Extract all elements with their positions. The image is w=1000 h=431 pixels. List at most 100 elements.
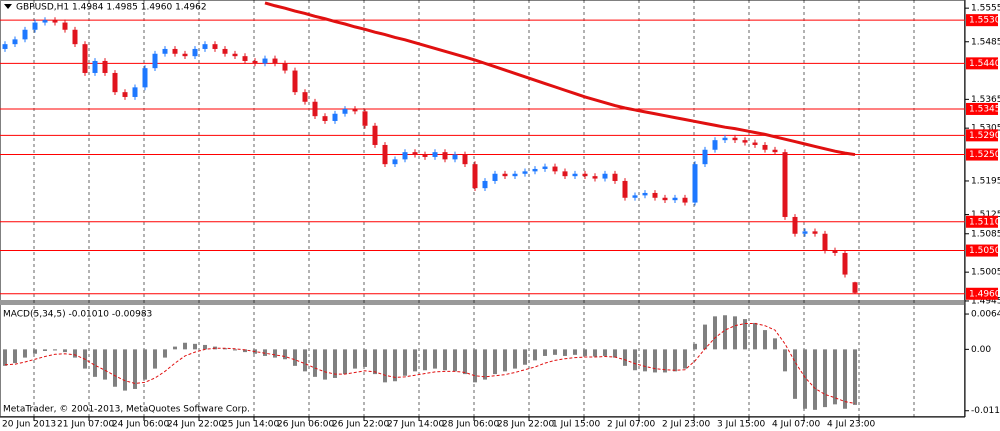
candle-body (92, 60, 98, 73)
level-label: 1.5440 (969, 59, 1000, 69)
macd-bar (833, 349, 837, 405)
candle-body (302, 92, 308, 102)
candle-body (252, 60, 258, 64)
candle-body (542, 166, 548, 169)
macd-bar (163, 349, 167, 358)
candle-body (132, 87, 138, 97)
x-tick-label: 24 Jun 22:00 (167, 420, 224, 430)
macd-bar (633, 349, 637, 371)
candle-body (152, 53, 158, 69)
macd-bar (543, 349, 547, 356)
x-tick-label: 2 Jul 07:00 (607, 420, 656, 430)
x-tick-label: 20 Jun 2013 (2, 420, 56, 430)
macd-bar (613, 349, 617, 358)
level-label: 1.5530 (969, 16, 1000, 26)
candle-body (52, 20, 58, 23)
macd-bar (483, 349, 487, 380)
candle-body (222, 48, 228, 54)
macd-bar (453, 349, 457, 372)
candle-body (72, 29, 78, 45)
candle-body (782, 152, 788, 217)
candle-body (512, 173, 518, 177)
macd-bar (573, 349, 577, 355)
candle-body (822, 233, 828, 251)
macd-bar (53, 349, 57, 351)
candle-body (462, 154, 468, 165)
candle-body (582, 173, 588, 177)
candle-body (182, 53, 188, 57)
y-tick-label: 0.00642 (971, 310, 1000, 320)
macd-bar (33, 349, 37, 354)
candle-body (352, 108, 358, 112)
macd-bar (733, 316, 737, 350)
candle-body (142, 68, 148, 88)
candle-body (452, 154, 458, 160)
macd-bar (743, 319, 747, 350)
candle-body (212, 44, 218, 49)
x-tick-label: 1 Jul 15:00 (552, 420, 601, 430)
candle-body (842, 252, 848, 275)
y-tick-label: 1.5005 (971, 268, 1000, 278)
x-tick-label: 28 Jun 06:00 (442, 420, 499, 430)
macd-bar (523, 349, 527, 365)
x-tick-label: 21 Jun 07:00 (57, 420, 114, 430)
candle-body (532, 168, 538, 172)
macd-bar (423, 349, 427, 371)
candle-body (472, 164, 478, 189)
y-tick-label: 0.00 (971, 345, 991, 355)
candle-body (102, 60, 108, 73)
y-tick-label: 1.5485 (971, 37, 1000, 47)
candle-body (232, 53, 238, 57)
macd-bar (193, 343, 197, 350)
pane-separator (0, 300, 965, 305)
level-label-box (966, 14, 998, 27)
x-tick-label: 4 Jul 07:00 (772, 420, 821, 430)
candle-body (562, 171, 568, 177)
macd-bar (13, 349, 17, 364)
macd-bar (773, 338, 777, 350)
candle-body (62, 22, 68, 30)
y-tick-label: 1.4945 (971, 296, 1000, 306)
macd-bar (393, 349, 397, 382)
macd-bar (813, 349, 817, 410)
candle-body (652, 192, 658, 198)
candle-body (482, 180, 488, 189)
x-tick-label: 28 Jun 22:00 (497, 420, 554, 430)
candle-body (272, 58, 278, 64)
macd-bar (663, 349, 667, 373)
dropdown-icon[interactable] (4, 4, 12, 9)
candle-body (32, 22, 38, 30)
chart-title: GBPUSD,H1 1.4984 1.4985 1.4960 1.4962 (16, 3, 207, 13)
candle-body (692, 164, 698, 203)
y-tick-label: 1.5305 (971, 124, 1000, 134)
macd-bar (713, 316, 717, 350)
macd-bar (333, 349, 337, 378)
candle-body (802, 231, 808, 234)
candle-body (632, 195, 638, 198)
macd-bar (103, 349, 107, 380)
candle-body (282, 63, 288, 71)
level-label: 1.5050 (969, 246, 1000, 256)
candle-body (372, 125, 378, 145)
macd-bar (383, 349, 387, 383)
candle-body (2, 44, 8, 49)
macd-bar (243, 349, 247, 353)
macd-bar (683, 349, 687, 369)
candle-body (742, 140, 748, 143)
macd-bar (223, 348, 227, 350)
y-tick-label: 1.5195 (971, 176, 1000, 186)
macd-bar (463, 349, 467, 375)
level-label-box (966, 287, 998, 300)
macd-bar (793, 349, 797, 399)
candle-body (602, 173, 608, 179)
macd-bar (763, 330, 767, 350)
candle-body (762, 144, 768, 150)
candle-body (572, 173, 578, 177)
candle-body (332, 113, 338, 121)
macd-bar (603, 349, 607, 356)
signal-line (4, 323, 856, 404)
macd-bar (63, 349, 67, 353)
macd-bar (303, 349, 307, 372)
candle-body (112, 72, 118, 93)
